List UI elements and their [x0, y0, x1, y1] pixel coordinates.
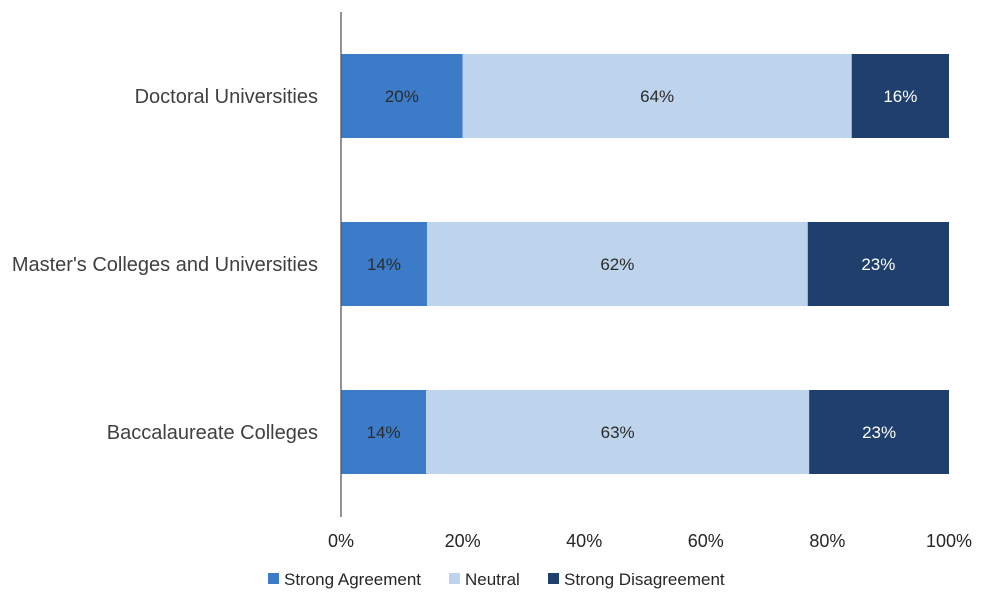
category-labels-layer: Doctoral Universities Master's Colleges a…: [12, 86, 318, 444]
bar-strong-disagreement-doctoral-universities: [851, 54, 949, 138]
category-label-baccalaureate-colleges: Baccalaureate Colleges: [107, 422, 318, 444]
legend-swatch-strong-agreement: [268, 573, 279, 584]
bars-layer: [341, 54, 949, 474]
data-label-strong-disagreement-baccalaureate-colleges: 23%: [862, 423, 896, 442]
category-label-doctoral-universities: Doctoral Universities: [135, 86, 318, 108]
bar-neutral-doctoral-universities: [462, 54, 852, 138]
legend-label-strong-agreement: Strong Agreement: [284, 570, 421, 589]
legend-swatch-strong-disagreement: [548, 573, 559, 584]
data-label-strong-disagreement-master-s-colleges-and-universities: 23%: [861, 255, 895, 274]
x-tick-label: 20%: [445, 531, 481, 551]
x-tick-label: 100%: [926, 531, 972, 551]
data-label-strong-disagreement-doctoral-universities: 16%: [883, 87, 917, 106]
x-tick-label: 60%: [688, 531, 724, 551]
data-label-neutral-baccalaureate-colleges: 63%: [601, 423, 635, 442]
bar-strong-disagreement-baccalaureate-colleges: [809, 390, 949, 474]
x-tick-labels-layer: 0% 20% 40% 60% 80% 100%: [328, 531, 972, 551]
x-tick-label: 0%: [328, 531, 354, 551]
data-label-strong-agreement-doctoral-universities: 20%: [385, 87, 419, 106]
data-label-strong-agreement-master-s-colleges-and-universities: 14%: [367, 255, 401, 274]
bar-strong-disagreement-master-s-colleges-and-universities: [807, 222, 949, 306]
data-label-neutral-doctoral-universities: 64%: [640, 87, 674, 106]
bar-strong-agreement-master-s-colleges-and-universities: [341, 222, 427, 306]
legend-label-strong-disagreement: Strong Disagreement: [564, 570, 725, 589]
bar-strong-agreement-baccalaureate-colleges: [341, 390, 427, 474]
legend-swatch-neutral: [449, 573, 460, 584]
bar-neutral-baccalaureate-colleges: [426, 390, 810, 474]
data-label-neutral-master-s-colleges-and-universities: 62%: [600, 255, 634, 274]
legend: Strong Agreement Neutral Strong Disagreeme…: [268, 570, 725, 589]
data-labels-layer: 20% 64% 16% 14% 62% 23% 14% 63% 23%: [367, 87, 918, 442]
legend-label-neutral: Neutral: [465, 570, 520, 589]
bar-strong-agreement-doctoral-universities: [341, 54, 463, 138]
category-label-master-s-colleges-and-universities: Master's Colleges and Universities: [12, 254, 318, 276]
x-tick-label: 40%: [566, 531, 602, 551]
data-label-strong-agreement-baccalaureate-colleges: 14%: [367, 423, 401, 442]
x-tick-label: 80%: [809, 531, 845, 551]
bar-neutral-master-s-colleges-and-universities: [426, 222, 808, 306]
